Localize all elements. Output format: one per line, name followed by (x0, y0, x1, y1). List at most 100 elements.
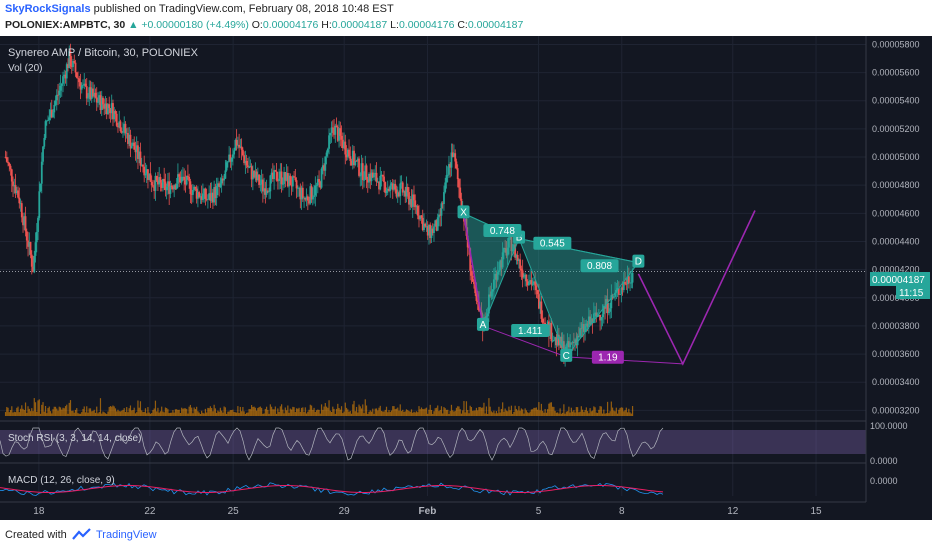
candle-body (192, 190, 194, 195)
candle-body (313, 195, 315, 197)
volume-bar (545, 412, 547, 416)
candle-body (165, 186, 168, 191)
candle-body (378, 181, 380, 190)
candle-body (219, 183, 222, 188)
candle-body (94, 92, 97, 98)
volume-bar (297, 408, 299, 416)
volume-bar (108, 407, 110, 416)
volume-bar (63, 408, 65, 416)
candle-body (318, 179, 320, 182)
candle-body (159, 177, 162, 183)
volume-bar (510, 405, 513, 416)
candle-body (90, 88, 93, 100)
candle-body (310, 186, 313, 200)
candle-body (459, 187, 462, 199)
candle-body (625, 283, 628, 285)
volume-bar (194, 409, 197, 416)
volume-bar (58, 406, 60, 416)
volume-bar (422, 408, 424, 416)
volume-bar (455, 407, 458, 416)
candle-body (103, 104, 106, 109)
pattern-point-box (560, 348, 573, 362)
volume-bar (465, 401, 468, 416)
candle-body (193, 186, 196, 191)
volume-bar (144, 408, 147, 416)
volume-bar (573, 410, 575, 416)
volume-bar (616, 413, 619, 416)
x-tick-label: Feb (419, 506, 437, 517)
tradingview-link[interactable]: TradingView (96, 529, 157, 541)
volume-bar (124, 411, 127, 416)
volume-bar (267, 409, 269, 416)
chart-canvas[interactable]: X A B C D 0.748 0.545 0.808 1.411 1.19 0.00005800… (0, 36, 932, 520)
volume-bar (611, 407, 614, 416)
candle-body (340, 135, 343, 140)
candle-body (241, 149, 244, 156)
pattern-point-label: A (480, 320, 487, 331)
candle-body (440, 203, 443, 216)
volume-bar (359, 406, 361, 416)
candle-body (243, 155, 246, 164)
volume-bar (99, 398, 102, 416)
volume-bar (337, 403, 339, 416)
candle-body (574, 339, 577, 343)
y-tick-label: 0.00003800 (872, 321, 920, 331)
candle-body (49, 109, 52, 118)
volume-bar (164, 407, 167, 416)
volume-bar (213, 404, 215, 416)
volume-bar (389, 412, 391, 416)
volume-bar (332, 406, 334, 416)
ratio-label: 0.808 (587, 261, 612, 272)
volume-bar (614, 411, 616, 416)
candle-body (537, 294, 540, 309)
volume-bar (383, 411, 385, 416)
candle-body (195, 188, 198, 199)
candle-body (213, 187, 216, 203)
volume-bar (626, 412, 629, 416)
ratio-box (511, 323, 550, 337)
volume-bar (109, 406, 112, 416)
candle-body (130, 145, 133, 149)
volume-bar (222, 412, 224, 416)
stoch-k-line (0, 427, 664, 461)
volume-bar (450, 404, 453, 416)
volume-bar (167, 409, 169, 416)
candle-body (299, 187, 302, 200)
candle-body (112, 103, 114, 120)
author-name[interactable]: SkyRockSignals (5, 3, 91, 15)
volume-bar (620, 407, 622, 416)
volume-bar (84, 412, 87, 416)
candle-body (344, 141, 347, 155)
candle-body (516, 254, 519, 261)
candle-body (140, 164, 143, 166)
candle-body (343, 141, 345, 149)
candle-body (411, 194, 414, 207)
candle-body (304, 197, 307, 200)
volume-bar (128, 408, 130, 416)
candle-body (570, 342, 573, 344)
volume-bar (28, 408, 30, 416)
volume-bar (228, 411, 230, 416)
volume-bar (394, 409, 396, 416)
volume-bar (407, 410, 409, 416)
volume-bar (442, 413, 444, 416)
candle-body (599, 315, 601, 321)
volume-bar (61, 409, 63, 416)
candle-body (97, 102, 99, 103)
volume-bar (23, 410, 25, 416)
volume-bar (266, 406, 268, 416)
last-price-badge (870, 272, 930, 286)
y-tick-label: 0.00005400 (872, 96, 920, 106)
volume-bar (347, 409, 349, 416)
volume-bar (49, 411, 52, 416)
volume-bar (46, 413, 48, 416)
chart-area[interactable]: X A B C D 0.748 0.545 0.808 1.411 1.19 0.00005800… (0, 36, 932, 520)
pattern-point-label: X (460, 207, 467, 218)
volume-bar (107, 411, 109, 416)
volume-bar (26, 412, 28, 416)
candle-body (309, 186, 312, 204)
volume-bar (507, 411, 509, 416)
candle-body (25, 231, 28, 241)
candle-body (14, 185, 17, 194)
candle-body (231, 154, 234, 158)
